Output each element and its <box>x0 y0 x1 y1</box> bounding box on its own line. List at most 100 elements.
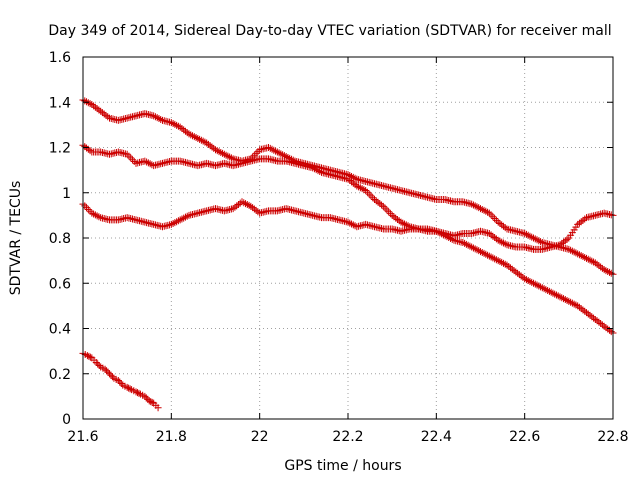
data-point <box>574 302 582 310</box>
data-point <box>568 299 576 307</box>
data-point <box>369 194 377 202</box>
data-point <box>602 267 610 275</box>
data-point <box>385 208 393 216</box>
data-point <box>521 229 529 237</box>
data-point <box>277 150 285 158</box>
data-point <box>515 271 523 279</box>
data-point <box>491 215 499 223</box>
data-point <box>128 156 136 164</box>
y-tick-label: 0 <box>62 412 71 428</box>
data-point <box>605 326 613 334</box>
data-point <box>560 238 568 246</box>
data-point <box>498 238 506 246</box>
data-point <box>593 317 601 325</box>
data-point <box>583 309 590 317</box>
data-point <box>231 203 239 211</box>
data-point <box>169 120 177 128</box>
data-point <box>226 153 234 161</box>
data-point <box>86 207 94 215</box>
data-point <box>240 199 248 207</box>
data-point <box>84 205 92 213</box>
data-point <box>157 115 165 123</box>
data-point <box>273 148 281 156</box>
data-point <box>381 204 389 212</box>
data-point <box>151 113 159 121</box>
data-point <box>135 389 143 397</box>
data-point <box>101 365 109 373</box>
data-point <box>570 248 578 256</box>
data-point <box>266 144 274 152</box>
data-point <box>492 256 500 264</box>
data-point <box>461 239 469 247</box>
data-point <box>499 222 507 230</box>
x-tick-label: 22.2 <box>332 429 363 445</box>
data-point <box>92 358 100 366</box>
data-point <box>595 262 603 270</box>
chart-title: Day 349 of 2014, Sidereal Day-to-day VTE… <box>48 23 611 39</box>
data-point <box>503 261 511 269</box>
data-point <box>477 248 484 256</box>
data-point <box>531 235 539 243</box>
data-point <box>146 160 154 168</box>
data-point <box>245 201 253 209</box>
data-point <box>397 218 405 226</box>
data-point <box>464 241 472 249</box>
data-point <box>84 145 92 153</box>
data-point <box>535 282 543 290</box>
data-point <box>127 154 135 162</box>
data-point <box>229 205 237 213</box>
data-point <box>581 253 589 261</box>
data-point <box>126 385 134 393</box>
data-point <box>545 287 553 295</box>
data-point <box>468 243 476 251</box>
data-series <box>79 96 617 412</box>
data-point <box>489 254 497 262</box>
data-point <box>104 368 112 376</box>
data-point <box>81 202 89 210</box>
data-point <box>607 269 615 277</box>
data-point <box>91 211 99 219</box>
data-point <box>349 179 357 187</box>
data-point <box>517 272 525 280</box>
data-point <box>130 158 138 166</box>
data-point <box>86 100 94 108</box>
data-point <box>344 175 352 183</box>
data-point <box>358 185 366 193</box>
data-point <box>174 122 182 130</box>
data-point <box>537 238 545 246</box>
data-point <box>533 281 541 289</box>
data-point <box>567 246 575 254</box>
data-point <box>154 404 162 412</box>
data-point <box>590 314 598 322</box>
data-point <box>374 198 382 206</box>
data-point <box>208 143 216 151</box>
data-point <box>93 105 101 113</box>
data-point <box>183 212 191 220</box>
data-point <box>572 301 580 309</box>
data-point <box>196 135 204 143</box>
data-point <box>602 324 610 332</box>
data-point <box>372 197 380 205</box>
data-point <box>575 219 583 227</box>
data-point <box>95 213 103 221</box>
data-point <box>498 258 506 266</box>
data-point <box>88 209 96 217</box>
data-point <box>379 202 387 210</box>
data-point <box>496 258 504 266</box>
data-point <box>549 289 557 297</box>
data-point <box>145 397 153 405</box>
data-point <box>590 258 598 266</box>
data-point <box>597 320 605 328</box>
data-point <box>475 204 483 212</box>
data-point <box>469 244 477 252</box>
data-point <box>376 200 384 208</box>
data-point <box>575 251 583 259</box>
data-point <box>312 166 320 174</box>
data-point <box>482 250 490 258</box>
data-point <box>309 164 317 172</box>
y-tick-label: 1.2 <box>49 141 71 157</box>
data-point <box>565 297 573 305</box>
data-point <box>85 352 93 360</box>
data-point <box>351 181 359 189</box>
data-point <box>588 313 596 321</box>
